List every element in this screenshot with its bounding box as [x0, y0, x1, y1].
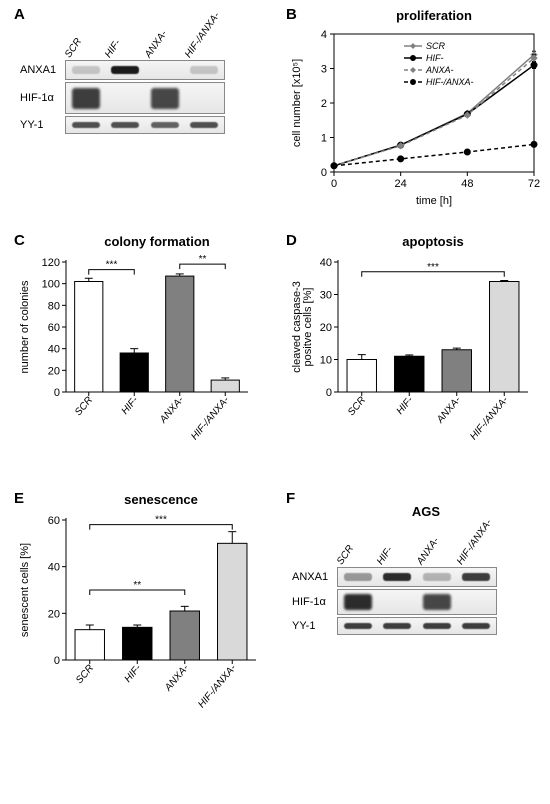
svg-text:senescent cells [%]: senescent cells [%] [19, 543, 31, 637]
panel-f: F AGS SCRHIF-ANXA-HIF-/ANXA- ANXA1 HIF-1α Y… [286, 490, 536, 637]
svg-text:HIF-: HIF- [426, 53, 444, 63]
svg-text:60: 60 [48, 322, 60, 334]
blot-row-label: ANXA1 [20, 64, 65, 76]
svg-text:HIF-: HIF- [120, 394, 141, 416]
western-blot-a: SCRHIF-ANXA-HIF-/ANXA- ANXA1 HIF-1α YY-1 [20, 18, 264, 134]
panel-f-label: F [286, 490, 295, 507]
svg-text:ANXA-: ANXA- [162, 662, 191, 694]
blot-strip [65, 116, 225, 134]
svg-text:***: *** [106, 260, 118, 271]
proliferation-chart: proliferation 0 1 2 3 4 0 24 48 72 time [h] cell nu… [286, 6, 542, 206]
svg-text:48: 48 [461, 178, 473, 190]
svg-text:24: 24 [395, 178, 407, 190]
svg-text:20: 20 [48, 608, 60, 620]
svg-text:**: ** [133, 580, 141, 591]
svg-text:80: 80 [48, 300, 60, 312]
svg-text:time [h]: time [h] [416, 195, 452, 207]
svg-text:0: 0 [54, 387, 60, 399]
svg-text:20: 20 [48, 365, 60, 377]
blot-strip [65, 82, 225, 114]
svg-text:***: *** [427, 262, 439, 273]
svg-text:ANXA-: ANXA- [425, 65, 454, 75]
svg-text:colony formation: colony formation [104, 234, 210, 249]
svg-text:0: 0 [54, 655, 60, 667]
svg-text:10: 10 [320, 355, 332, 367]
blot-row-label: HIF-1α [20, 92, 65, 104]
svg-text:HIF-/ANXA-: HIF-/ANXA- [468, 394, 511, 442]
lane-label: ANXA- [415, 528, 447, 567]
lane-label: HIF-/ANXA- [183, 21, 215, 60]
lane-label: HIF- [103, 21, 135, 60]
svg-text:40: 40 [320, 257, 332, 269]
blot-strip [337, 617, 497, 635]
panel-c: C colony formation 0 20 40 60 80 100 120 number … [14, 232, 254, 455]
panel-a: A SCRHIF-ANXA-HIF-/ANXA- ANXA1 HIF-1α YY-1 [14, 6, 264, 136]
blot-row-label: ANXA1 [292, 571, 337, 583]
colony-formation-chart: colony formation 0 20 40 60 80 100 120 number of… [14, 232, 254, 452]
lane-label: HIF-/ANXA- [455, 528, 487, 567]
lane-label: SCR [335, 528, 367, 567]
panel-a-label: A [14, 6, 25, 23]
svg-text:SCR: SCR [426, 41, 446, 51]
svg-text:0: 0 [326, 387, 332, 399]
svg-text:**: ** [199, 254, 207, 265]
svg-text:0: 0 [321, 167, 327, 179]
svg-text:senescence: senescence [124, 492, 198, 507]
svg-text:40: 40 [48, 562, 60, 574]
blot-row-label: HIF-1α [292, 596, 337, 608]
panel-d: D apoptosis010203040cleaved caspase-3pos… [286, 232, 534, 455]
svg-text:60: 60 [48, 515, 60, 527]
panel-b-label: B [286, 6, 297, 23]
svg-text:HIF-/ANXA-: HIF-/ANXA- [196, 662, 239, 710]
panel-c-label: C [14, 232, 25, 249]
blot-strip [337, 567, 497, 587]
svg-text:ANXA-: ANXA- [157, 394, 186, 426]
svg-text:20: 20 [320, 322, 332, 334]
panel-b: B proliferation 0 1 2 3 4 0 24 48 72 time [h] cell … [286, 6, 542, 209]
svg-text:4: 4 [321, 29, 327, 41]
svg-text:30: 30 [320, 290, 332, 302]
svg-text:40: 40 [48, 344, 60, 356]
svg-text:3: 3 [321, 64, 327, 76]
svg-text:***: *** [155, 515, 167, 526]
svg-text:HIF-: HIF- [123, 662, 144, 684]
svg-text:HIF-/ANXA-: HIF-/ANXA- [189, 394, 232, 442]
svg-text:positve cells [%]: positve cells [%] [302, 288, 314, 367]
lane-label: SCR [63, 21, 95, 60]
western-blot-f: SCRHIF-ANXA-HIF-/ANXA- ANXA1 HIF-1α YY-1 [292, 525, 536, 635]
blot-row-label: YY-1 [292, 620, 337, 632]
svg-text:120: 120 [42, 257, 60, 269]
apoptosis-chart: apoptosis010203040cleaved caspase-3posit… [286, 232, 534, 452]
lane-label: ANXA- [143, 21, 175, 60]
svg-text:SCR: SCR [346, 395, 368, 418]
panel-e-label: E [14, 490, 24, 507]
svg-text:HIF-/ANXA-: HIF-/ANXA- [426, 77, 474, 87]
svg-text:SCR: SCR [74, 663, 96, 686]
lane-label: HIF- [375, 528, 407, 567]
svg-text:number of colonies: number of colonies [19, 280, 31, 373]
svg-text:1: 1 [321, 133, 327, 145]
svg-text:100: 100 [42, 279, 60, 291]
svg-text:apoptosis: apoptosis [402, 234, 463, 249]
senescence-chart: senescence 0 20 40 60 senescent cells [%] SCR H… [14, 490, 262, 720]
panel-d-label: D [286, 232, 297, 249]
panel-e: E senescence 0 20 40 60 senescent cells [%] SC… [14, 490, 262, 723]
svg-text:HIF-: HIF- [395, 394, 416, 416]
blot-strip [65, 60, 225, 80]
svg-text:proliferation: proliferation [396, 8, 472, 23]
blot-row-label: YY-1 [20, 119, 65, 131]
panel-f-title: AGS [316, 504, 536, 519]
svg-text:0: 0 [331, 178, 337, 190]
blot-strip [337, 589, 497, 615]
svg-text:SCR: SCR [73, 395, 95, 418]
svg-text:72: 72 [528, 178, 540, 190]
svg-text:ANXA-: ANXA- [434, 394, 463, 426]
svg-text:cell number [x10⁵]: cell number [x10⁵] [291, 59, 303, 147]
svg-text:2: 2 [321, 98, 327, 110]
